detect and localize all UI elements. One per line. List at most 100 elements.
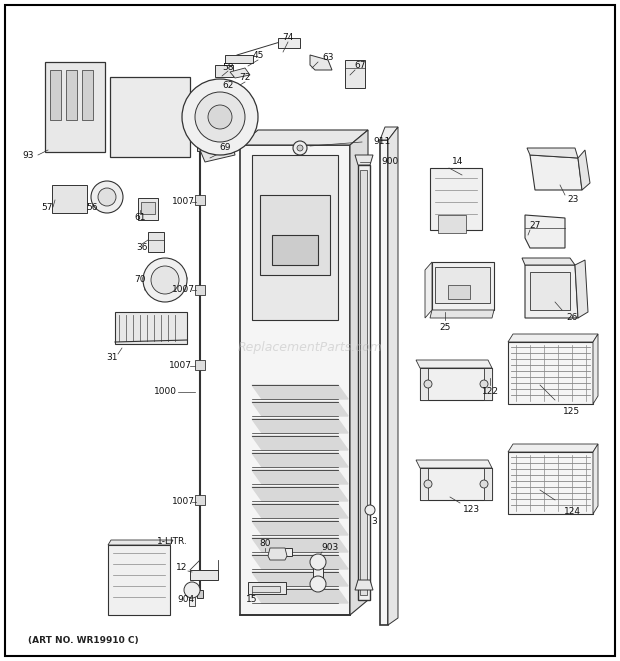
Circle shape (424, 380, 432, 388)
Text: 27: 27 (529, 221, 541, 229)
Text: 904: 904 (177, 596, 195, 605)
Polygon shape (252, 385, 348, 399)
Polygon shape (525, 265, 578, 318)
Bar (195, 195, 205, 205)
Bar (240, 145, 350, 615)
Text: 26: 26 (566, 313, 578, 323)
Bar (260, 195, 330, 275)
Bar (358, 165, 370, 600)
Bar (484, 368, 492, 400)
Text: 93: 93 (22, 151, 33, 159)
Polygon shape (355, 155, 373, 165)
Polygon shape (522, 258, 575, 265)
Bar (278, 38, 300, 48)
Bar (197, 590, 203, 598)
Circle shape (91, 181, 123, 213)
Text: 23: 23 (567, 196, 578, 204)
Text: 72: 72 (239, 73, 250, 83)
Polygon shape (527, 148, 578, 158)
Text: ReplacementParts.com: ReplacementParts.com (237, 342, 383, 354)
Bar (420, 468, 492, 500)
Bar (110, 77, 190, 157)
Bar (345, 60, 365, 88)
Polygon shape (575, 260, 588, 318)
Bar (272, 235, 318, 265)
Circle shape (143, 258, 187, 302)
Polygon shape (252, 402, 348, 416)
Text: 903: 903 (321, 543, 339, 553)
Circle shape (424, 480, 432, 488)
Text: 900: 900 (381, 157, 399, 167)
Text: 911: 911 (373, 137, 391, 147)
Bar (380, 140, 388, 625)
Bar (50, 70, 61, 120)
Text: 1-LITR.: 1-LITR. (157, 537, 187, 547)
Polygon shape (252, 453, 348, 467)
Polygon shape (430, 310, 494, 318)
Bar (52, 185, 87, 213)
Bar (448, 285, 470, 299)
Circle shape (195, 92, 245, 142)
Circle shape (480, 480, 488, 488)
Bar (270, 548, 292, 556)
Bar (108, 545, 170, 615)
Circle shape (184, 582, 200, 598)
Bar (195, 360, 205, 370)
Text: 1000: 1000 (154, 387, 177, 397)
Polygon shape (252, 538, 348, 552)
Bar (438, 215, 466, 233)
Text: 61: 61 (135, 214, 146, 223)
Bar (360, 170, 367, 595)
Circle shape (98, 188, 116, 206)
Text: 67: 67 (354, 61, 366, 71)
Polygon shape (252, 521, 348, 535)
Circle shape (208, 105, 232, 129)
Circle shape (480, 380, 488, 388)
Polygon shape (252, 419, 348, 433)
Bar (313, 562, 323, 584)
Polygon shape (310, 55, 332, 70)
Bar (530, 272, 570, 310)
Bar (115, 312, 187, 344)
Bar (45, 62, 105, 152)
Text: 1007: 1007 (169, 362, 192, 371)
Polygon shape (578, 150, 590, 190)
Polygon shape (108, 540, 173, 545)
Text: 14: 14 (453, 157, 464, 167)
Text: 70: 70 (135, 276, 146, 284)
Bar (66, 70, 77, 120)
Text: 74: 74 (282, 32, 294, 42)
Text: 15: 15 (246, 596, 258, 605)
Polygon shape (593, 334, 598, 404)
Text: 12: 12 (176, 563, 188, 572)
Text: 1007: 1007 (172, 198, 195, 206)
Text: 3: 3 (371, 518, 377, 527)
Polygon shape (350, 130, 368, 615)
Bar (138, 198, 158, 220)
Text: 36: 36 (136, 243, 148, 253)
Circle shape (297, 145, 303, 151)
Bar (435, 267, 490, 303)
Text: 123: 123 (463, 506, 480, 514)
Polygon shape (593, 444, 598, 514)
Bar (195, 495, 205, 505)
Polygon shape (252, 589, 348, 603)
Polygon shape (200, 142, 235, 162)
Polygon shape (230, 68, 250, 78)
Bar (484, 468, 492, 500)
Bar (430, 168, 482, 230)
Polygon shape (530, 155, 582, 190)
Text: 31: 31 (106, 354, 118, 362)
Text: 45: 45 (252, 52, 264, 61)
Text: 124: 124 (564, 508, 580, 516)
Text: 58: 58 (222, 63, 234, 71)
Bar (225, 55, 253, 63)
Bar (189, 590, 195, 606)
Bar (141, 202, 155, 214)
Polygon shape (416, 460, 492, 468)
Circle shape (182, 79, 258, 155)
Bar (252, 155, 338, 320)
Polygon shape (268, 548, 287, 560)
Circle shape (293, 141, 307, 155)
Bar (148, 232, 164, 252)
